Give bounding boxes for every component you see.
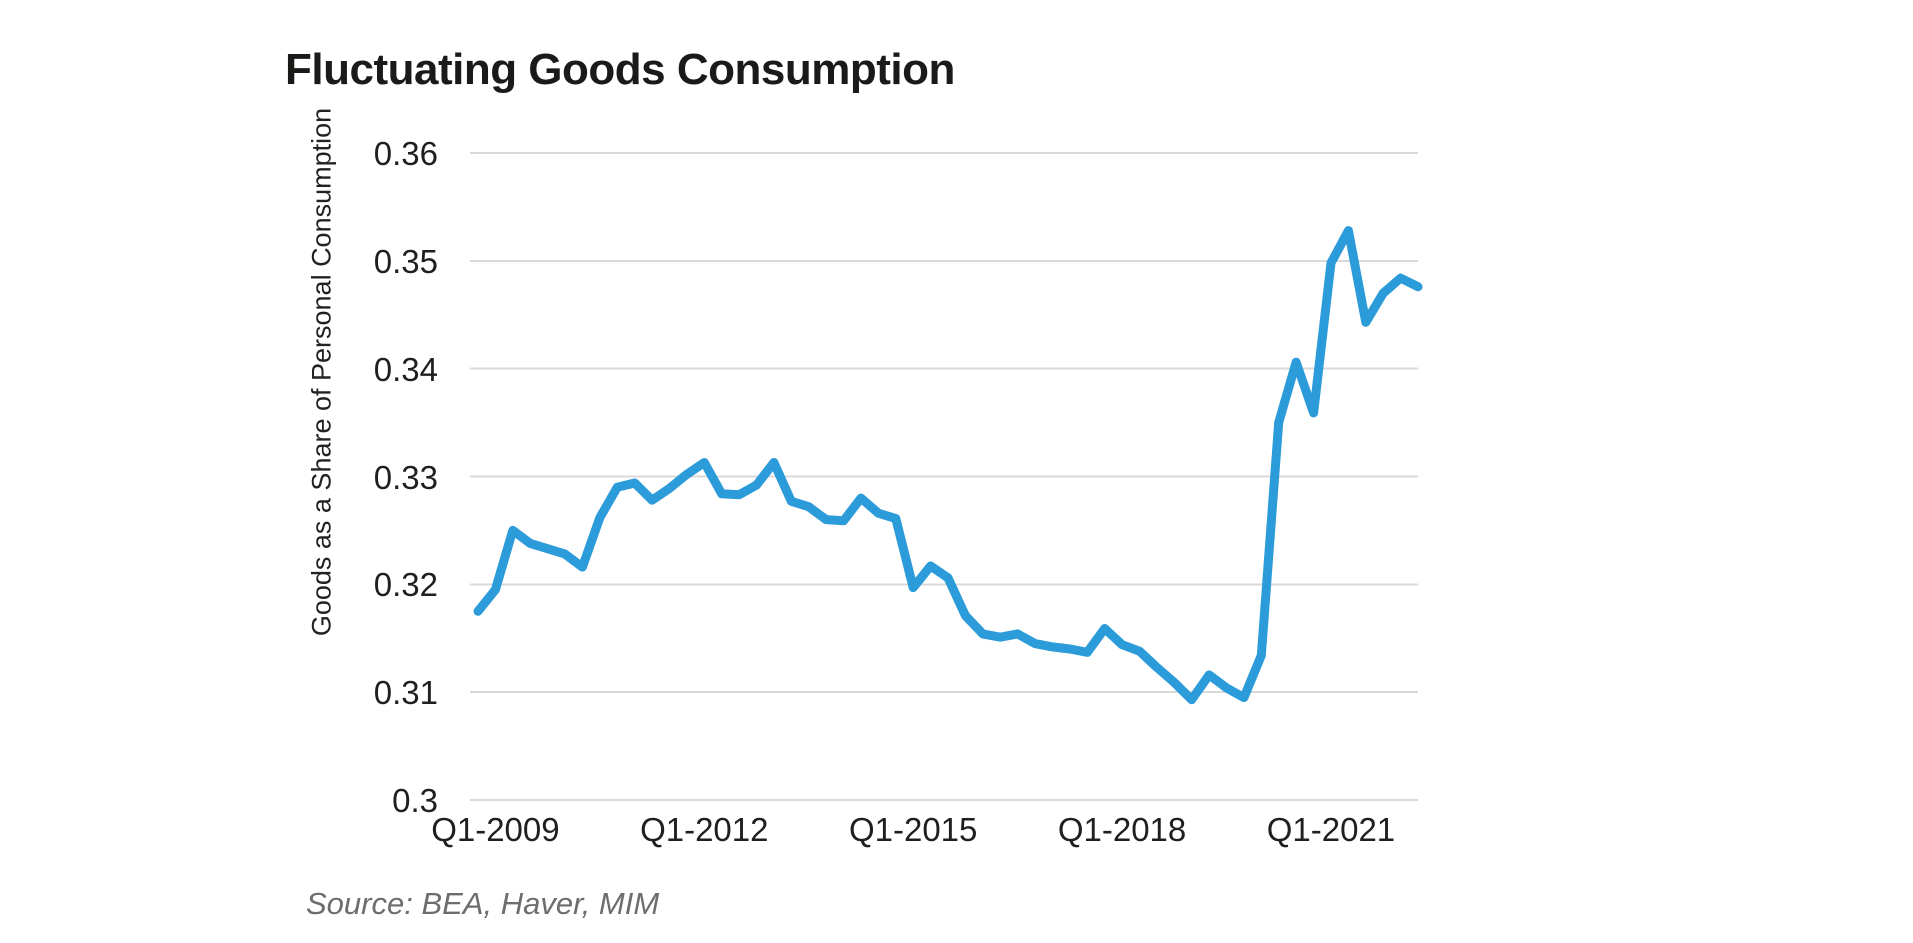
x-tick-label: Q1-2015 (848, 811, 978, 848)
chart-line (473, 226, 1423, 705)
y-tick-label: 0.35 (373, 242, 438, 280)
y-tick-label: 0.32 (373, 566, 438, 604)
chart-title: Fluctuating Goods Consumption (285, 45, 955, 95)
gridlines (470, 152, 1418, 801)
x-tick-label: Q1-2009 (431, 811, 560, 848)
source-note: Source: BEA, Haver, MIM (306, 886, 660, 921)
y-tick-label: 0.3 (392, 782, 438, 819)
y-tick-label: 0.31 (373, 674, 438, 712)
y-tick-label: 0.34 (373, 350, 438, 388)
y-tick-label: 0.36 (373, 135, 438, 172)
x-tick-label: Q1-2021 (1266, 811, 1396, 848)
y-tick-label: 0.33 (373, 458, 438, 496)
line-layer (473, 226, 1423, 705)
x-tick-label: Q1-2018 (1057, 811, 1187, 848)
x-tick-label: Q1-2012 (640, 811, 769, 848)
